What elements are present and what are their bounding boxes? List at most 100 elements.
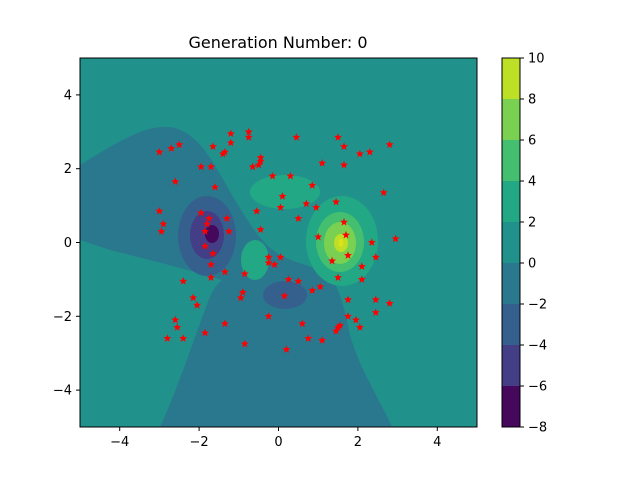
- x-tick-label: 2: [354, 435, 362, 450]
- colorbar: −8 −6 −4 −2 0 2 4 6 8 10: [501, 52, 547, 436]
- scatter-point: [357, 262, 366, 270]
- scatter-point: [270, 260, 279, 269]
- scatter-point: [343, 295, 352, 304]
- scatter-point: [163, 334, 172, 342]
- scatter-point: [207, 273, 215, 281]
- scatter-point: [355, 323, 364, 331]
- scatter-point: [334, 323, 343, 331]
- scatter-point: [379, 188, 388, 197]
- colorbar-tick-label: 2: [528, 216, 536, 231]
- y-axis: −4 −2 0 2 4: [53, 88, 80, 399]
- scatter-point: [340, 142, 348, 150]
- scatter-point: [159, 219, 168, 228]
- scatter-point: [371, 253, 380, 261]
- scatter-point: [207, 260, 215, 269]
- scatter-point: [334, 273, 343, 281]
- scatter-point: [155, 206, 164, 215]
- scatter-point: [340, 218, 348, 226]
- scatter-point: [312, 203, 321, 211]
- scatter-point: [371, 295, 380, 304]
- scatter-point: [308, 181, 317, 189]
- scatter-point: [367, 238, 376, 246]
- scatter-point: [332, 197, 341, 206]
- colorbar-tick-label: −2: [528, 298, 547, 313]
- y-tick-label: 4: [64, 88, 72, 103]
- scatter-point: [304, 334, 313, 342]
- scatter-point: [226, 138, 235, 147]
- colorbar-tick-label: 6: [528, 134, 536, 149]
- scatter-point: [332, 326, 341, 335]
- colorbar-tick-label: −4: [528, 339, 547, 354]
- scatter-point: [173, 323, 182, 331]
- x-tick-label: 0: [274, 435, 282, 450]
- scatter-point: [391, 234, 400, 243]
- scatter-point: [175, 140, 184, 149]
- scatter-point: [179, 334, 188, 342]
- scatter-point: [264, 258, 273, 267]
- scatter-point: [179, 277, 188, 285]
- scatter-point: [197, 162, 206, 171]
- scatter-point: [222, 214, 231, 222]
- scatter-point: [314, 232, 323, 241]
- colorbar-tick-label: −6: [528, 380, 547, 395]
- scatter-point: [355, 149, 364, 158]
- y-tick-label: −2: [53, 310, 72, 325]
- scatter-point: [343, 251, 352, 259]
- contour-band-neg2-0: [80, 126, 392, 427]
- scatter-point: [189, 293, 198, 302]
- colorbar-segment: [502, 140, 520, 181]
- scatter-point: [203, 219, 212, 228]
- contour-band-0-2-top: [250, 175, 320, 209]
- scatter-point: [201, 241, 210, 250]
- scatter-point: [244, 127, 253, 136]
- scatter-point: [218, 149, 227, 158]
- scatter-point: [256, 157, 265, 165]
- y-tick-label: −4: [53, 384, 72, 399]
- scatter-point: [371, 308, 380, 317]
- scatter-point: [197, 208, 206, 217]
- scatter-point: [343, 312, 352, 320]
- scatter-point: [256, 225, 265, 233]
- scatter-point: [264, 253, 273, 261]
- colorbar-tick-label: 4: [528, 175, 536, 190]
- scatter-point: [210, 182, 219, 191]
- scatter-point: [340, 160, 348, 169]
- scatter-point: [268, 171, 277, 180]
- chart-title: Generation Number: 0: [189, 33, 368, 52]
- scatter-point: [226, 129, 235, 138]
- scatter-point: [334, 133, 343, 141]
- scatter-point: [276, 253, 285, 261]
- colorbar-segment: [502, 181, 520, 222]
- scatter-point: [357, 275, 366, 283]
- scatter-point: [385, 140, 394, 149]
- scatter-point: [342, 230, 350, 239]
- scatter-point: [209, 142, 217, 150]
- colorbar-segment: [502, 304, 520, 345]
- scatter-point: [171, 177, 180, 186]
- scatter-point: [244, 133, 253, 141]
- colorbar-tick-label: −8: [528, 421, 547, 436]
- scatter-point: [236, 293, 245, 302]
- colorbar-segment: [502, 222, 520, 263]
- colorbar-segment: [502, 263, 520, 304]
- contour-band-0-2-left: [241, 240, 269, 280]
- scatter-point: [282, 345, 291, 353]
- colorbar-segment: [502, 345, 520, 386]
- scatter-point: [294, 277, 303, 285]
- scatter-point: [276, 203, 285, 211]
- scatter-point: [385, 299, 394, 307]
- colorbar-frame: [501, 57, 521, 428]
- scatter-point: [316, 282, 325, 291]
- contour-field: [80, 58, 477, 427]
- colorbar-tick-label: 10: [528, 52, 545, 67]
- scatter-point: [220, 319, 229, 328]
- x-tick-label: −2: [190, 435, 209, 450]
- scatter-point: [264, 312, 273, 320]
- scatter-point: [238, 288, 247, 296]
- scatter-point: [201, 328, 210, 337]
- x-tick-label: −4: [110, 435, 129, 450]
- scatter-point: [201, 227, 210, 235]
- scatter-point: [157, 227, 166, 235]
- scatter-point: [171, 315, 180, 324]
- scatter-point: [328, 256, 337, 265]
